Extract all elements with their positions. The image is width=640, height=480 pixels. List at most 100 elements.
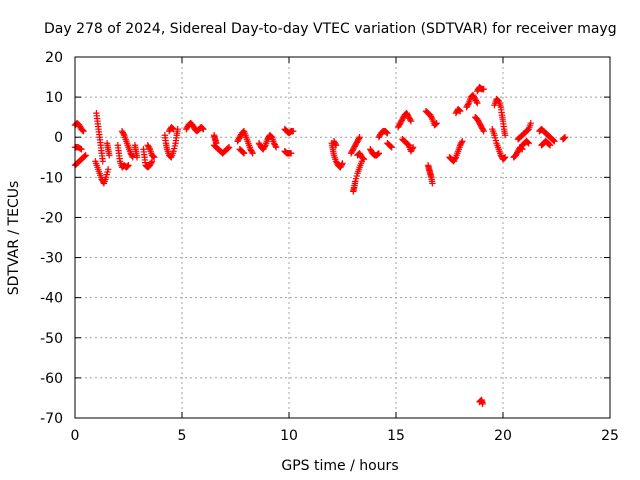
data-point (480, 128, 487, 135)
y-tick-label: 0 (54, 130, 63, 146)
data-point (125, 162, 132, 169)
data-point (382, 128, 390, 136)
data-point (124, 162, 131, 170)
data-point (501, 154, 508, 162)
data-point (459, 138, 466, 145)
data-point (375, 150, 383, 157)
y-tick-label: -20 (40, 210, 63, 226)
data-point (240, 150, 248, 157)
y-tick-label: -70 (40, 411, 63, 427)
data-point (407, 116, 414, 124)
data-point (374, 151, 381, 158)
data-point (224, 145, 231, 152)
data-point (120, 130, 127, 138)
plot-frame (74, 56, 611, 419)
y-tick-label: -10 (40, 170, 63, 186)
y-tick-label: 10 (45, 90, 63, 106)
data-point (261, 143, 268, 150)
data-point (480, 85, 487, 93)
data-point (249, 150, 256, 157)
data-point (387, 143, 395, 150)
data-point (457, 107, 464, 115)
x-tick-label: 15 (387, 428, 405, 444)
data-point (225, 144, 233, 151)
data-point (81, 153, 88, 160)
data-point (474, 99, 481, 107)
data-point (409, 145, 416, 152)
data-point (387, 142, 394, 150)
data-point (524, 138, 531, 146)
data-point (123, 163, 131, 170)
data-point (148, 159, 155, 166)
data-point (199, 125, 206, 132)
data-point (456, 107, 463, 114)
data-point (240, 128, 247, 136)
data-point (494, 96, 501, 103)
data-point (225, 144, 232, 152)
data-point (473, 98, 480, 105)
data-point (290, 128, 297, 135)
y-tick-label: -40 (40, 291, 63, 307)
data-point (551, 138, 558, 145)
x-tick-label: 0 (71, 428, 80, 444)
data-point (77, 145, 84, 152)
data-point (81, 152, 89, 160)
data-point (549, 136, 557, 144)
data-point (429, 180, 436, 187)
data-point (128, 152, 136, 160)
data-point (356, 134, 363, 141)
data-point (148, 158, 156, 165)
data-point (518, 145, 525, 152)
data-point (550, 137, 557, 144)
data-points (71, 83, 569, 408)
data-point (527, 119, 535, 127)
data-point (464, 101, 472, 108)
data-point (99, 158, 107, 165)
y-axis-title: SDTVAR / TECUs (6, 181, 22, 296)
data-point (479, 126, 487, 134)
data-point (332, 140, 339, 148)
axis-ticks: 0 5 10 15 20 25 20 10 0 -10 -20 -30 -40 -50 -60 -70 (40, 50, 619, 444)
data-point (404, 140, 411, 148)
x-tick-label: 25 (601, 428, 619, 444)
data-point (561, 134, 568, 142)
data-point (170, 126, 177, 133)
x-tick-label: 20 (494, 428, 512, 444)
data-point (78, 146, 85, 153)
data-point (407, 117, 415, 125)
data-point (355, 135, 363, 142)
data-point (359, 154, 366, 162)
data-point (428, 114, 435, 122)
data-point (524, 139, 532, 146)
data-point (339, 160, 346, 167)
data-point (150, 154, 158, 161)
data-point (432, 121, 439, 128)
data-point (458, 139, 465, 146)
data-point (360, 156, 368, 163)
data-point (198, 124, 206, 132)
data-point (452, 155, 459, 162)
y-tick-label: -60 (40, 371, 63, 387)
data-point (432, 120, 440, 128)
data-point (106, 152, 113, 159)
data-point (560, 135, 567, 142)
chart-title: Day 278 of 2024, Sidereal Day-to-day VTE… (44, 21, 617, 37)
data-point (545, 140, 552, 148)
x-tick-label: 5 (178, 428, 187, 444)
data-point (78, 126, 86, 134)
data-point (133, 154, 141, 161)
y-tick-label: -50 (40, 331, 63, 347)
data-point (79, 127, 87, 134)
data-point (80, 128, 87, 135)
grid-lines (75, 57, 610, 418)
data-point (200, 126, 207, 133)
data-point (525, 140, 532, 147)
data-point (272, 142, 279, 150)
data-point (383, 129, 390, 136)
y-tick-label: -30 (40, 251, 63, 267)
data-point (359, 155, 367, 162)
data-point (409, 144, 417, 151)
data-point (150, 153, 157, 160)
data-point (332, 142, 340, 149)
